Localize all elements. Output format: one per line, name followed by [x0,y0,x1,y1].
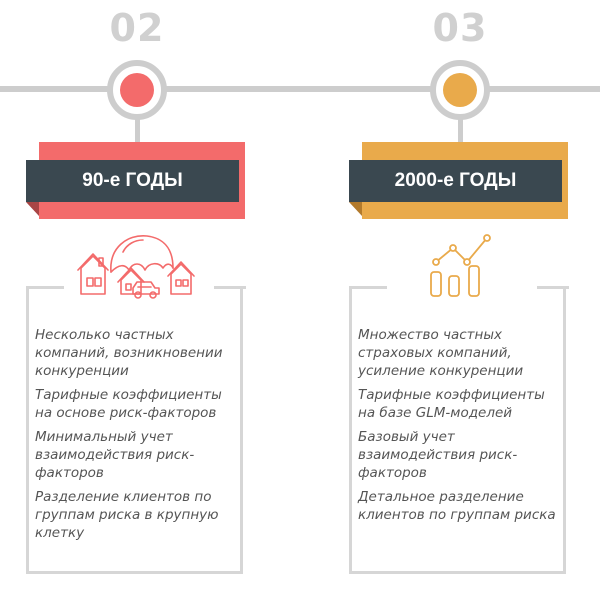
card-border [349,286,387,289]
card-border [537,286,569,289]
node-connector [135,118,140,145]
timeline-node-03 [430,60,490,120]
list-item: Несколько частных компаний, возникновени… [35,327,223,379]
card-03 [349,286,566,574]
step-number-03: 03 [432,6,488,50]
node-connector [458,118,463,145]
step-title-03: 2000-е ГОДЫ [349,160,562,216]
card-border [214,286,246,289]
card-border [26,286,64,289]
node-dot [443,73,477,107]
list-item: Детальное разделение клиентов по группам… [358,489,556,523]
list-item: Разделение клиентов по группам риска в к… [35,489,219,541]
step-title-text: 90-е ГОДЫ [82,170,183,191]
list-item: Множество частных страховых компаний, ус… [358,327,524,379]
timeline-line [0,86,600,92]
list-item: Минимальный учет взаимодействия риск-фак… [35,429,195,481]
step-number-02: 02 [109,6,165,50]
step-title-02: 90-е ГОДЫ [26,160,239,216]
card-text-03: Множество частных страховых компаний, ус… [358,326,563,530]
node-dot [120,73,154,107]
card-text-02: Несколько частных компаний, возникновени… [35,326,240,548]
card-02 [26,286,243,574]
timeline-node-02 [107,60,167,120]
list-item: Тарифные коэффициенты на базе GLM-моделе… [358,387,545,421]
growth-chart-icon [430,234,491,297]
step-title-text: 2000-е ГОДЫ [394,170,517,191]
list-item: Тарифные коэффициенты на основе риск-фак… [35,387,222,421]
list-item: Базовый учет взаимодействия риск-факторо… [358,429,518,481]
house-umbrella-car-icon [77,235,195,299]
